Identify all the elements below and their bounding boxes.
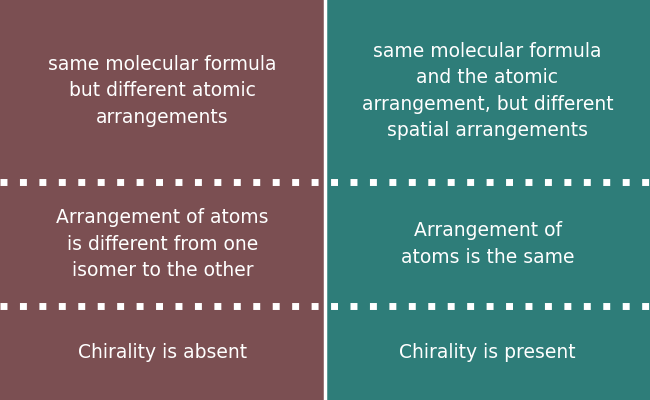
Text: same molecular formula
and the atomic
arrangement, but different
spatial arrange: same molecular formula and the atomic ar… bbox=[361, 42, 614, 140]
Text: Arrangement of atoms
is different from one
isomer to the other: Arrangement of atoms is different from o… bbox=[57, 208, 268, 280]
Text: Chirality is absent: Chirality is absent bbox=[78, 344, 247, 362]
Bar bbox=[325, 0, 650, 400]
Bar bbox=[0, 0, 325, 400]
Text: same molecular formula
but different atomic
arrangements: same molecular formula but different ato… bbox=[48, 55, 277, 127]
Text: Chirality is present: Chirality is present bbox=[399, 344, 576, 362]
Text: Arrangement of
atoms is the same: Arrangement of atoms is the same bbox=[401, 221, 574, 267]
